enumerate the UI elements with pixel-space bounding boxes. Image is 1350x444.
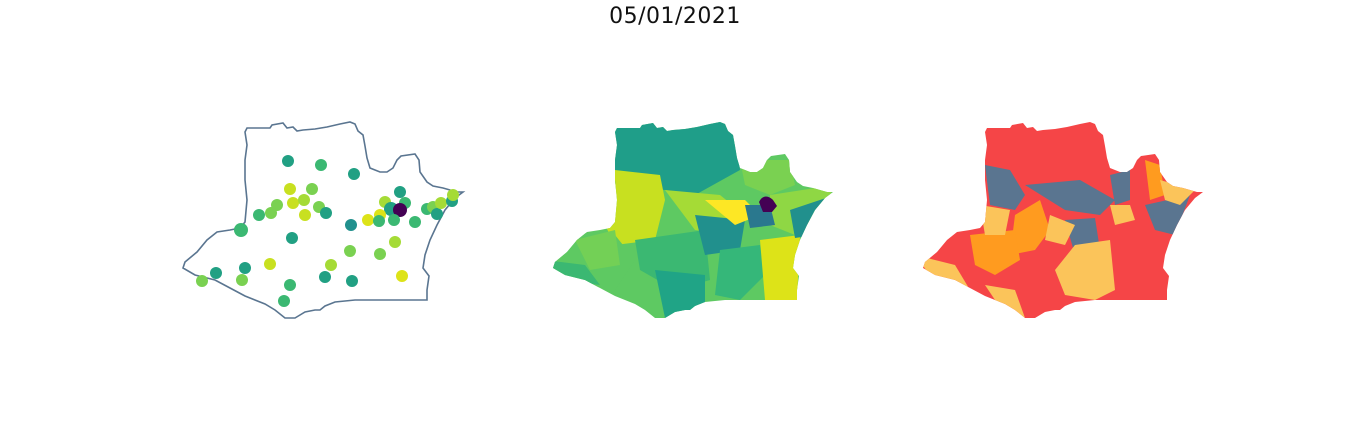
point [284, 279, 296, 291]
point [264, 258, 276, 270]
outline-path [182, 121, 466, 319]
point [196, 275, 208, 287]
point [315, 159, 327, 171]
point [278, 295, 290, 307]
point [298, 194, 310, 206]
point [389, 236, 401, 248]
region [695, 215, 745, 255]
choropleth-class-regions [923, 122, 1203, 318]
point [435, 197, 447, 209]
point [236, 274, 248, 286]
choropleth-regions [553, 122, 833, 318]
region [1110, 205, 1135, 225]
point [348, 168, 360, 180]
point [287, 197, 299, 209]
point [447, 189, 459, 201]
region [980, 205, 1010, 235]
point [374, 248, 386, 260]
point [253, 209, 265, 221]
region-outline [182, 121, 466, 319]
region [1160, 180, 1195, 205]
region [1045, 215, 1075, 245]
region-peak [759, 196, 777, 212]
map-panel-choropleth-classes [923, 122, 1203, 318]
region [985, 285, 1025, 318]
region [655, 270, 705, 318]
point [362, 214, 374, 226]
figure-title: 05/01/2021 [609, 4, 741, 29]
point [306, 183, 318, 195]
point [234, 223, 248, 237]
point [282, 155, 294, 167]
point [319, 271, 331, 283]
point [345, 219, 357, 231]
data-points [196, 155, 459, 307]
point [265, 207, 277, 219]
point [373, 215, 385, 227]
point [394, 186, 406, 198]
map-panel-points [182, 121, 466, 319]
region [1010, 200, 1050, 255]
point-peak [393, 203, 407, 217]
point [210, 267, 222, 279]
point [284, 183, 296, 195]
point [325, 259, 337, 271]
point [409, 216, 421, 228]
region [1110, 170, 1130, 205]
map-panel-choropleth-continuous [553, 122, 833, 318]
point [431, 208, 443, 220]
region [1055, 240, 1115, 300]
region [985, 165, 1025, 210]
region [1025, 180, 1115, 215]
region [553, 260, 600, 285]
point [299, 209, 311, 221]
point [320, 207, 332, 219]
point [346, 275, 358, 287]
region [715, 245, 765, 300]
point [396, 270, 408, 282]
region [760, 235, 800, 300]
region [575, 230, 620, 270]
region [605, 170, 665, 245]
point [388, 214, 400, 226]
point [344, 245, 356, 257]
point [286, 232, 298, 244]
region [970, 230, 1020, 275]
point [239, 262, 251, 274]
